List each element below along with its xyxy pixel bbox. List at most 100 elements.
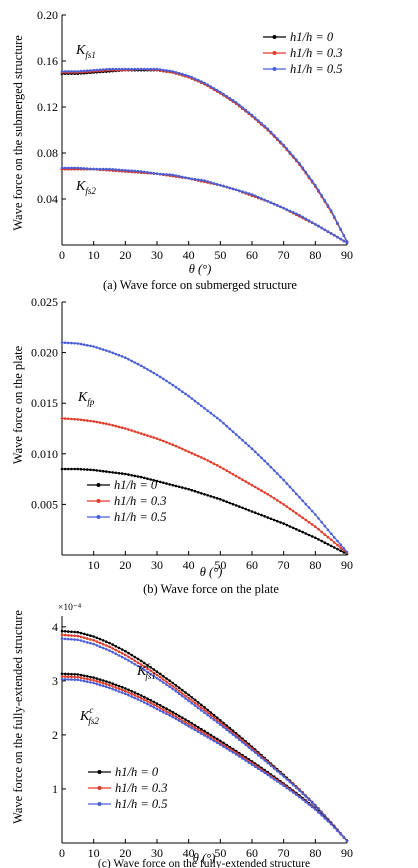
- series-marker-b-0: [158, 480, 162, 484]
- series-marker-c-3: [200, 727, 203, 731]
- series-marker-a-5: [329, 232, 333, 235]
- series-marker-b-2: [70, 341, 73, 345]
- series-marker-c-3: [143, 695, 146, 699]
- series-marker-b-0: [171, 483, 175, 487]
- series-marker-c-1: [79, 635, 83, 639]
- series-marker-a-2: [196, 78, 200, 82]
- series-marker-b-0: [215, 497, 219, 500]
- series-marker-c-0: [114, 645, 118, 648]
- series-marker-b-2: [139, 364, 143, 368]
- series-marker-c-0: [120, 648, 124, 651]
- series-marker-a-5: [203, 179, 206, 182]
- series-marker-c-5: [187, 725, 190, 728]
- series-marker-b-0: [291, 526, 295, 530]
- series-marker-a-2: [174, 71, 178, 74]
- series-marker-c-5: [67, 678, 70, 681]
- y-axis-label-b: Wave force on the plate: [11, 345, 25, 464]
- series-marker-c-2: [234, 735, 238, 739]
- series-marker-a-5: [117, 168, 121, 172]
- series-marker-b-1: [124, 427, 127, 430]
- series-marker-c-0: [79, 631, 83, 635]
- series-marker-a-2: [168, 69, 171, 73]
- x-axis-label-b: θ (°): [200, 565, 223, 579]
- series-marker-b-0: [206, 494, 209, 497]
- series-marker-b-1: [272, 497, 276, 500]
- series-marker-c-2: [222, 725, 225, 729]
- series-marker-c-3: [209, 733, 213, 737]
- series-marker-b-1: [174, 444, 178, 448]
- series-marker-b-0: [120, 472, 124, 475]
- series-marker-c-0: [171, 681, 175, 685]
- series-marker-b-0: [184, 487, 187, 490]
- series-marker-b-1: [266, 493, 270, 496]
- series-marker-c-5: [288, 788, 292, 792]
- series-marker-a-5: [105, 167, 108, 171]
- series-marker-b-0: [260, 513, 263, 517]
- y-tick-label-b: 0.020: [31, 346, 58, 360]
- series-marker-a-5: [152, 171, 156, 175]
- series-marker-c-2: [301, 792, 305, 795]
- series-marker-b-2: [92, 345, 95, 348]
- legend-entry-b-1: h1/h = 0.3: [87, 494, 167, 508]
- x-tick-label-b: 90: [341, 558, 353, 572]
- series-marker-c-0: [228, 726, 232, 730]
- series-marker-b-2: [250, 447, 254, 451]
- series-marker-b-1: [222, 467, 225, 471]
- series-marker-b-2: [86, 344, 89, 347]
- legend-entry-a-0: h1/h = 0: [263, 30, 334, 44]
- series-marker-b-1: [219, 465, 222, 469]
- series-marker-b-1: [177, 446, 181, 449]
- series-marker-c-2: [225, 728, 228, 731]
- series-marker-b-2: [247, 444, 251, 448]
- x-axis-label-c: θ (°): [193, 851, 216, 865]
- x-tick-label-a: 20: [119, 248, 131, 262]
- series-marker-c-2: [82, 640, 86, 643]
- series-marker-c-5: [295, 793, 298, 797]
- series-marker-a-2: [266, 127, 270, 131]
- series-marker-c-4: [120, 688, 124, 692]
- series-marker-b-2: [162, 377, 165, 381]
- series-marker-b-1: [336, 543, 339, 547]
- series-marker-c-4: [98, 681, 102, 684]
- x-tick-label-b: 50: [214, 558, 226, 572]
- series-marker-c-0: [101, 639, 105, 642]
- series-marker-a-5: [101, 167, 105, 171]
- series-marker-c-2: [174, 690, 178, 693]
- series-marker-b-1: [89, 419, 92, 423]
- series-marker-b-2: [304, 502, 308, 506]
- series-marker-c-3: [130, 689, 133, 693]
- series-marker-b-0: [127, 473, 130, 476]
- plot-area-b: 10 20 30 40 50 60 70 80 90 0.005 0.010 0.015 0.020 0.…: [31, 295, 353, 572]
- series-marker-b-2: [238, 436, 241, 439]
- series-marker-c-4: [203, 732, 206, 735]
- series-marker-c-5: [120, 691, 124, 694]
- x-tick-label-c: 0: [59, 846, 65, 860]
- series-marker-b-0: [326, 543, 330, 546]
- series-marker-c-2: [171, 687, 175, 691]
- legend-entry-b-0: h1/h = 0: [87, 478, 158, 492]
- series-marker-a-2: [149, 67, 152, 71]
- series-marker-a-2: [263, 124, 267, 128]
- series-marker-b-1: [320, 530, 324, 534]
- series-marker-b-2: [73, 342, 76, 345]
- series-marker-b-0: [203, 493, 206, 496]
- series-marker-a-2: [295, 158, 298, 161]
- series-marker-b-1: [98, 421, 102, 424]
- series-marker-c-3: [120, 685, 124, 689]
- series-marker-c-5: [149, 704, 152, 707]
- series-marker-b-2: [133, 361, 137, 364]
- series-marker-b-2: [190, 397, 194, 400]
- series-marker-a-2: [250, 113, 254, 117]
- series-marker-a-5: [276, 204, 279, 207]
- series-marker-b-2: [329, 532, 333, 535]
- series-marker-a-2: [231, 99, 235, 102]
- series-marker-c-0: [196, 701, 200, 704]
- series-marker-a-2: [317, 189, 320, 192]
- series-marker-c-3: [108, 681, 111, 684]
- series-marker-b-1: [333, 541, 336, 544]
- series-marker-a-2: [111, 67, 114, 71]
- series-marker-c-0: [139, 659, 143, 663]
- series-marker-b-1: [117, 425, 121, 429]
- series-marker-c-2: [133, 662, 137, 666]
- series-marker-b-0: [222, 499, 225, 502]
